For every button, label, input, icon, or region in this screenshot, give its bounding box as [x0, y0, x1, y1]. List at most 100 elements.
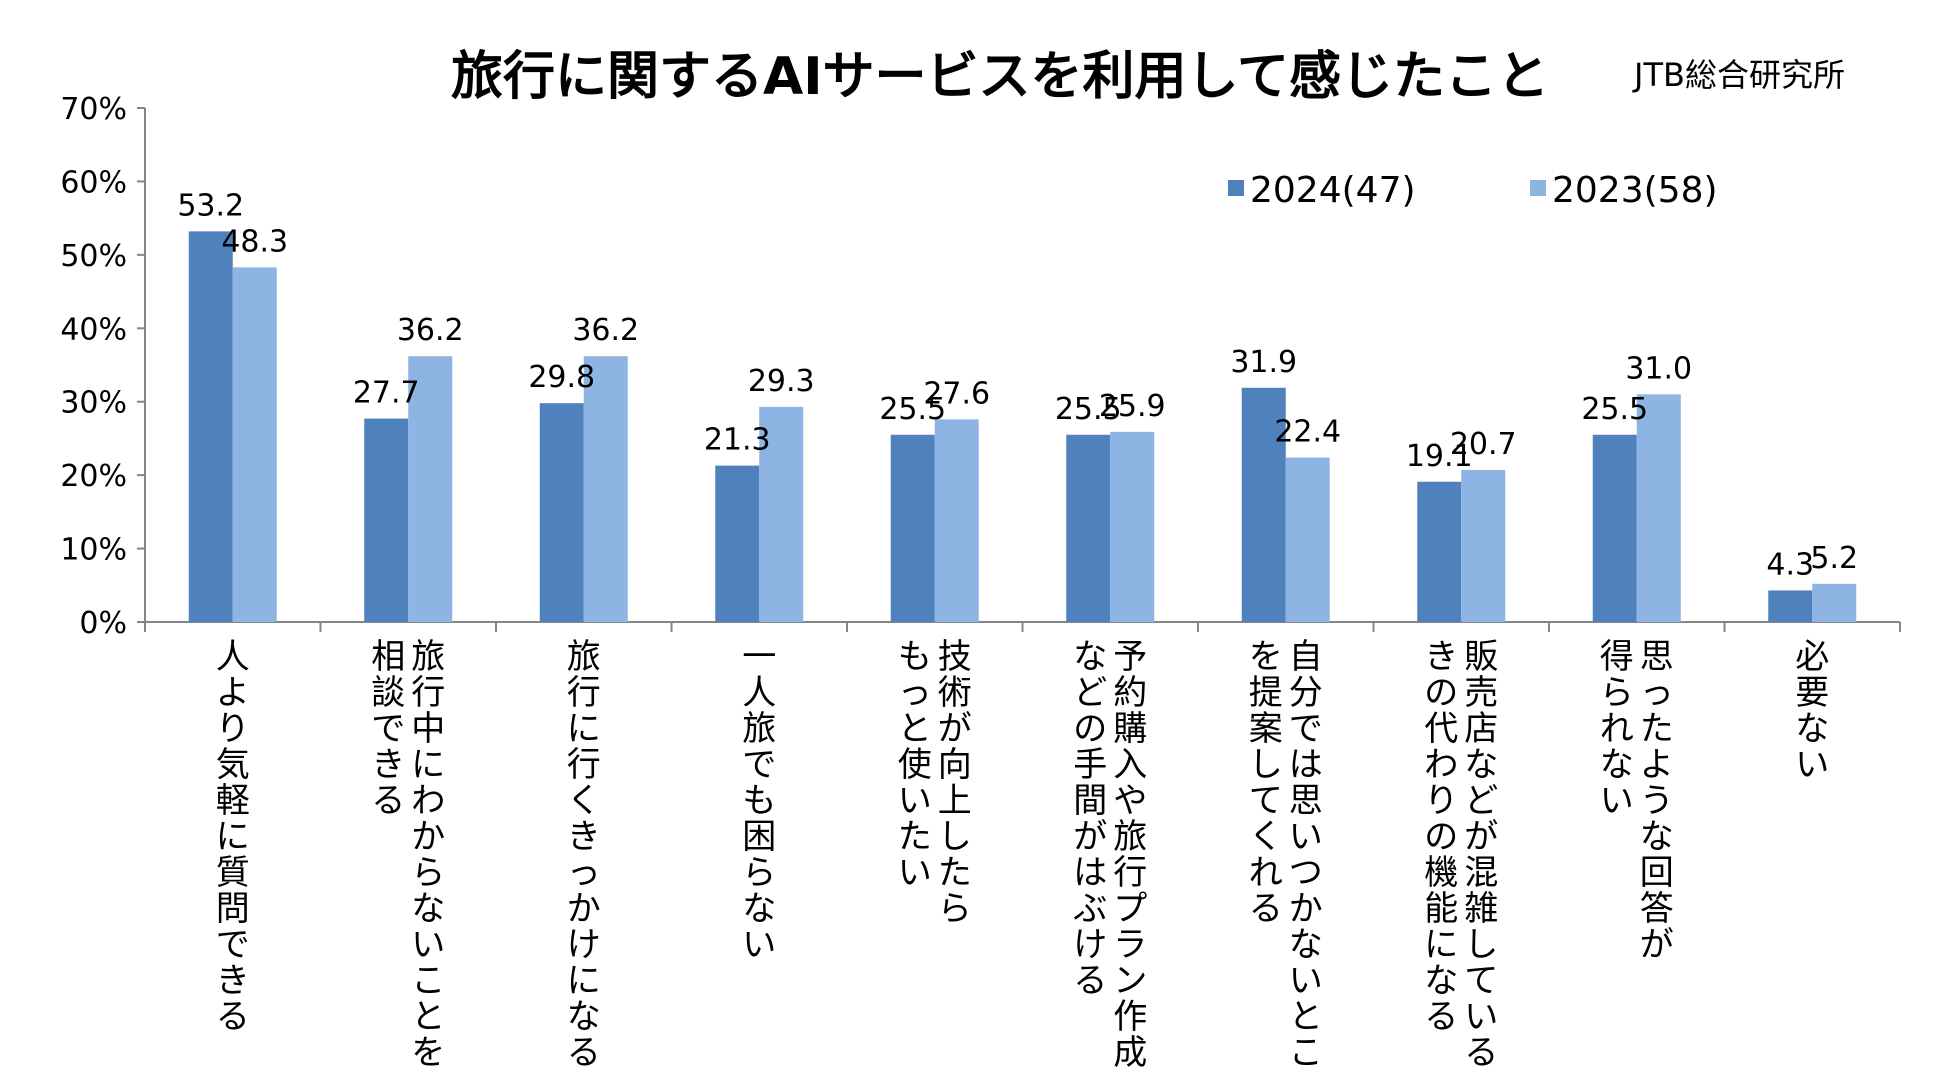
- category-label-char: な: [1600, 745, 1634, 785]
- category-label-char: て: [1464, 961, 1498, 1001]
- category-label-char: で: [216, 925, 250, 965]
- category-label-char: こ: [411, 961, 445, 1001]
- category-label-char: 代: [1424, 709, 1458, 749]
- bar-2023: [1285, 457, 1330, 622]
- category-label-char: い: [742, 925, 776, 965]
- category-label-char: 回: [1640, 853, 1674, 893]
- category-label-char: 販: [1464, 637, 1498, 677]
- category-label-char: い: [1795, 745, 1829, 785]
- y-tick-label: 0%: [79, 606, 127, 641]
- legend-label: 2023(58): [1552, 170, 1718, 211]
- category-label-char: な: [1424, 961, 1458, 1001]
- category-label-char: る: [216, 997, 250, 1037]
- category-label-char: い: [1289, 817, 1323, 857]
- category-label-char: が: [1073, 817, 1107, 857]
- category-label-char: 質: [216, 853, 250, 893]
- bar-2023: [934, 419, 979, 622]
- category-label-char: っ: [898, 673, 932, 713]
- category-label-char: い: [1464, 997, 1498, 1037]
- category-label-char: 店: [1464, 709, 1498, 749]
- y-tick-label: 20%: [60, 459, 127, 494]
- category-label-char: 気: [216, 745, 250, 785]
- category-label-char: る: [1073, 961, 1107, 1001]
- category-label-char: 向: [938, 745, 972, 785]
- category-label-char: 思: [1289, 781, 1323, 821]
- bar-2023: [1812, 583, 1857, 622]
- data-label: 29.8: [528, 360, 595, 395]
- category-label-char: な: [411, 889, 445, 929]
- category-label-char: り: [216, 709, 250, 749]
- category-label-char: が: [1464, 817, 1498, 857]
- category-label-char: が: [1640, 925, 1674, 965]
- bar-2024: [1592, 434, 1637, 622]
- category-label-char: を: [411, 1033, 445, 1071]
- y-tick-label: 50%: [60, 239, 127, 274]
- category-label-char: わ: [411, 781, 445, 821]
- category-labels: 人より気軽に質問できる旅行中にわからないことを相談できる旅行に行くきっかけになる…: [216, 637, 1830, 1071]
- category-label-char: し: [938, 817, 972, 857]
- category-label-char: 相: [371, 637, 405, 677]
- category-label-char: い: [1289, 961, 1323, 1001]
- bar-2024: [1241, 387, 1286, 622]
- category-label-char: ぶ: [1073, 889, 1107, 929]
- category-label-char: で: [742, 745, 776, 785]
- category-label-char: ら: [411, 853, 445, 893]
- bar-2023: [759, 406, 804, 622]
- category-label-char: 自: [1289, 637, 1323, 677]
- category-label-char: 思: [1640, 637, 1674, 677]
- category-label-char: か: [567, 889, 601, 929]
- category-label-char: く: [1249, 817, 1283, 857]
- category-label-char: な: [1073, 637, 1107, 677]
- category-label-char: な: [567, 997, 601, 1037]
- category-label-char: ど: [1464, 781, 1498, 821]
- category-label-char: い: [898, 853, 932, 893]
- data-label: 5.2: [1810, 541, 1858, 576]
- category-label-char: は: [1073, 853, 1107, 893]
- y-tick-label: 60%: [60, 165, 127, 200]
- category-label-char: に: [567, 709, 601, 749]
- y-tick-label: 40%: [60, 312, 127, 347]
- category-label-char: の: [1424, 817, 1458, 857]
- data-label: 36.2: [397, 313, 464, 348]
- bar-2023: [1461, 470, 1506, 622]
- category-label-char: わ: [1424, 745, 1458, 785]
- category-label-char: よ: [216, 673, 250, 713]
- category-label-char: た: [898, 817, 932, 857]
- category-label-char: 作: [1113, 997, 1147, 1037]
- category-label-char: な: [1464, 745, 1498, 785]
- category-label-char: 得: [1600, 637, 1634, 677]
- category-label-char: と: [898, 709, 932, 749]
- category-label-char: き: [371, 745, 405, 785]
- category-label-char: て: [1249, 781, 1283, 821]
- category-label-char: に: [1424, 925, 1458, 965]
- bar-2023: [1636, 394, 1681, 622]
- category-label-char: 問: [216, 889, 250, 929]
- category-label-char: 行: [567, 745, 601, 785]
- data-labels: 53.2 27.7 29.8 21.3 25.5 25.5 31.9 19.1 25.5 4.3 4…: [177, 188, 1858, 582]
- category-label-char: 答: [1640, 889, 1674, 929]
- category-label-char: き: [216, 961, 250, 1001]
- data-label: 19.1: [1406, 439, 1473, 474]
- category-label-char: プ: [1113, 889, 1147, 929]
- category-label-char: 提: [1249, 673, 1283, 713]
- category-label-char: 雑: [1464, 889, 1498, 929]
- category-label-char: り: [1424, 781, 1458, 821]
- source-label: JTB総合研究所: [1632, 56, 1845, 94]
- category-label-char: 必: [1795, 637, 1829, 677]
- category-label-char: し: [1464, 925, 1498, 965]
- category-label-char: し: [1249, 745, 1283, 785]
- category-label-char: ど: [1073, 673, 1107, 713]
- category-label-char: ラ: [1113, 925, 1147, 965]
- category-label-char: け: [567, 925, 601, 965]
- data-label: 27.6: [923, 376, 990, 411]
- category-label-char: 約: [1113, 673, 1147, 713]
- category-label-char: か: [411, 817, 445, 857]
- category-label-char: な: [1289, 925, 1323, 965]
- data-label: 21.3: [704, 423, 771, 458]
- category-label-char: や: [1113, 781, 1147, 821]
- category-label-char: 術: [938, 673, 972, 713]
- data-label: 31.9: [1230, 345, 1297, 380]
- category-label-char: る: [1424, 997, 1458, 1037]
- category-label-char: 技: [938, 637, 972, 677]
- category-label-char: の: [1424, 673, 1458, 713]
